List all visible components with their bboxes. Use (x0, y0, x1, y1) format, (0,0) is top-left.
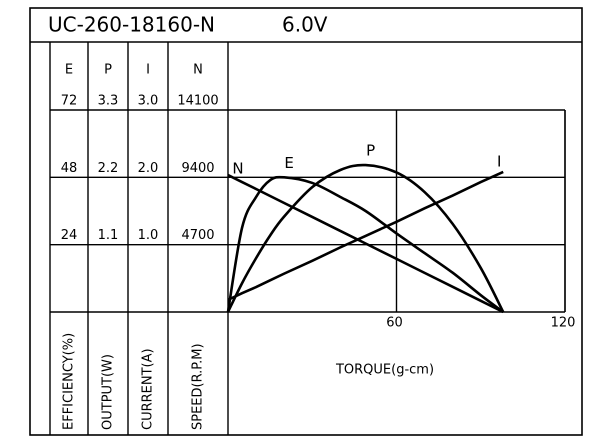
axis-title: SPEED(R.P.M) (191, 343, 206, 430)
x-axis-label: TORQUE(g-cm) (335, 363, 434, 378)
axis-title: OUTPUT(W) (101, 354, 116, 430)
y-tick-label: 72 (61, 94, 78, 109)
axis-name: N (193, 63, 203, 78)
x-tick-label: 120 (551, 316, 576, 331)
axis-title: EFFICIENCY(%) (62, 333, 77, 430)
y-tick-label: 2.0 (138, 161, 159, 176)
voltage: 6.0V (282, 13, 328, 37)
axis-name: P (104, 63, 112, 78)
y-tick-label: 4700 (181, 228, 214, 243)
curve-label: E (284, 154, 293, 172)
y-tick-label: 3.0 (138, 94, 159, 109)
curve-label: P (366, 142, 375, 160)
curve-label: N (232, 160, 243, 178)
y-tick-label: 48 (61, 161, 78, 176)
y-tick-label: 14100 (177, 94, 218, 109)
axis-name: I (146, 63, 150, 78)
y-tick-label: 3.3 (98, 94, 119, 109)
y-tick-label: 9400 (181, 161, 214, 176)
axis-name: E (65, 63, 73, 78)
y-tick-label: 24 (61, 228, 78, 243)
axis-title: CURRENT(A) (141, 348, 156, 430)
curve (227, 173, 504, 314)
y-tick-label: 1.1 (98, 228, 119, 243)
y-tick-label: 2.2 (98, 161, 119, 176)
frame (29, 7, 583, 436)
curve-label: I (497, 152, 501, 170)
chart-title: UC-260-18160-N (48, 13, 215, 37)
curve (226, 163, 505, 313)
x-tick-label: 60 (386, 316, 403, 331)
curve (226, 175, 504, 314)
y-tick-label: 1.0 (138, 228, 159, 243)
curve (227, 170, 504, 302)
